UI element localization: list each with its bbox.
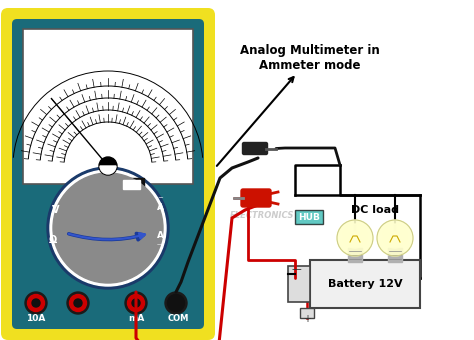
Circle shape bbox=[132, 299, 140, 307]
Circle shape bbox=[27, 294, 45, 311]
Text: —: — bbox=[291, 264, 301, 274]
Text: +: + bbox=[303, 314, 311, 324]
Circle shape bbox=[167, 294, 184, 311]
Text: 10A: 10A bbox=[27, 314, 46, 323]
Text: —: — bbox=[156, 241, 164, 247]
Circle shape bbox=[165, 292, 187, 314]
FancyBboxPatch shape bbox=[310, 260, 420, 308]
Bar bbox=[288, 266, 310, 302]
Text: ELECTRONICS: ELECTRONICS bbox=[230, 211, 294, 220]
FancyBboxPatch shape bbox=[12, 19, 204, 329]
Circle shape bbox=[125, 292, 147, 314]
Text: Battery 12V: Battery 12V bbox=[328, 279, 402, 289]
Text: A: A bbox=[156, 204, 164, 212]
Circle shape bbox=[70, 294, 86, 311]
Text: V: V bbox=[52, 205, 60, 215]
FancyBboxPatch shape bbox=[241, 189, 271, 207]
FancyBboxPatch shape bbox=[295, 210, 323, 224]
Circle shape bbox=[50, 170, 166, 286]
Circle shape bbox=[25, 292, 47, 314]
Text: COM: COM bbox=[167, 314, 189, 323]
Bar bbox=[300, 308, 314, 318]
Circle shape bbox=[74, 299, 82, 307]
Circle shape bbox=[343, 224, 367, 248]
FancyBboxPatch shape bbox=[23, 29, 193, 184]
Circle shape bbox=[53, 173, 163, 283]
Text: ~: ~ bbox=[157, 195, 163, 201]
Text: DC load: DC load bbox=[351, 205, 399, 215]
Circle shape bbox=[383, 224, 407, 248]
Text: mA: mA bbox=[128, 314, 144, 323]
Bar bbox=[123, 180, 140, 189]
Circle shape bbox=[337, 220, 373, 256]
FancyBboxPatch shape bbox=[243, 142, 267, 154]
Text: Analog Multimeter in
Ammeter mode: Analog Multimeter in Ammeter mode bbox=[217, 44, 380, 166]
Wedge shape bbox=[100, 166, 116, 174]
Circle shape bbox=[99, 157, 117, 175]
Circle shape bbox=[377, 220, 413, 256]
Text: HUB: HUB bbox=[298, 214, 320, 222]
Circle shape bbox=[67, 292, 89, 314]
Circle shape bbox=[47, 167, 169, 289]
Bar bbox=[120, 178, 144, 191]
Bar bbox=[348, 248, 362, 262]
Text: Ω: Ω bbox=[49, 235, 57, 245]
Circle shape bbox=[32, 299, 40, 307]
Text: A: A bbox=[156, 232, 164, 240]
Bar bbox=[388, 248, 402, 262]
Circle shape bbox=[128, 294, 145, 311]
FancyBboxPatch shape bbox=[1, 8, 215, 340]
Circle shape bbox=[172, 299, 180, 307]
